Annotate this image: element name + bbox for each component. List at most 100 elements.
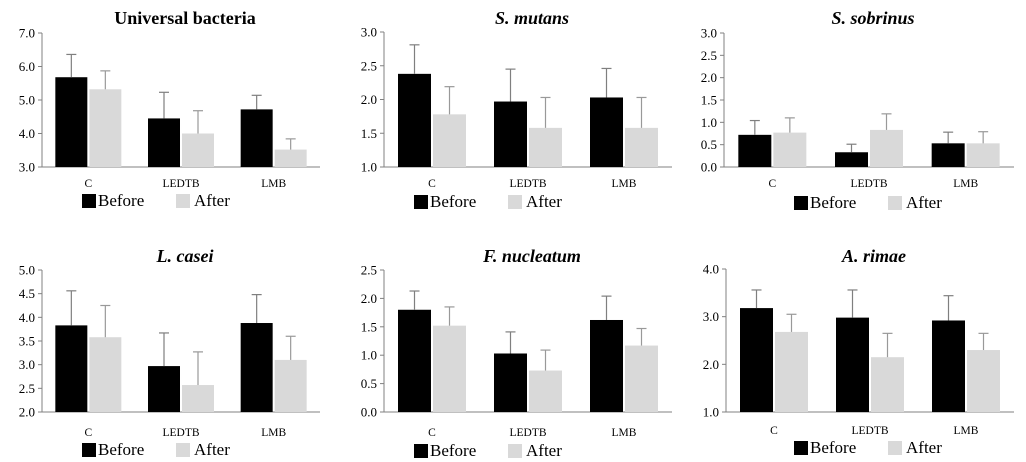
y-tick-label: 2.0 [701, 70, 717, 85]
y-tick-label: 1.5 [361, 126, 377, 141]
bar-before-ledtb [148, 366, 180, 412]
bar-after-ledtb [529, 370, 562, 412]
y-tick-label: 1.0 [361, 160, 377, 175]
bar-before-c [55, 325, 88, 412]
legend: Before After [794, 438, 942, 457]
bar-before-lmb [240, 109, 273, 167]
bar-after-ledtb [529, 127, 562, 167]
bar-before-lmb [240, 323, 273, 412]
legend: Before After [414, 441, 562, 460]
legend-swatch-after [508, 195, 522, 209]
x-tick-label: LEDTB [850, 178, 887, 190]
y-tick-label: 2.0 [703, 357, 719, 372]
x-tick-label: LMB [261, 178, 286, 190]
y-tick-label: 2.5 [701, 48, 717, 63]
bar-after-lmb [625, 127, 658, 167]
legend-label-after: After [526, 441, 562, 460]
x-tick-label: LEDTB [162, 178, 199, 190]
x-tick-label: C [770, 425, 778, 437]
bar-after-lmb [274, 359, 307, 412]
legend-label-before: Before [430, 441, 476, 460]
bar-before-lmb [590, 97, 623, 167]
bar-after-ledtb [870, 129, 903, 167]
bar-after-c [775, 331, 808, 412]
y-tick-label: 6.0 [19, 59, 35, 74]
legend-swatch-after [888, 441, 902, 455]
chart-f-nucleatum: F. nucleatum 0.0 0.5 1.0 1.5 2.0 2.5 C LEDTB LMB B… [361, 246, 672, 460]
x-tick-label: LMB [261, 427, 286, 439]
x-tick-label: LEDTB [162, 427, 199, 439]
legend: Before After [794, 193, 942, 212]
chart-universal-bacteria: Universal bacteria 3.0 4.0 5.0 6.0 7.0 C LEDTB L… [19, 8, 320, 210]
legend-label-before: Before [98, 440, 144, 459]
legend: Before After [82, 191, 230, 210]
bar-before-c [55, 77, 88, 167]
bar-after-lmb [967, 350, 1000, 412]
legend-label-after: After [906, 193, 942, 212]
y-tick-label: 5.0 [19, 263, 35, 278]
chart-title: S. sobrinus [831, 8, 914, 28]
legend-swatch-before [794, 196, 808, 210]
y-tick-label: 1.0 [703, 405, 719, 420]
bar-after-c [433, 325, 466, 412]
y-tick-label: 3.0 [701, 26, 717, 41]
legend-label-before: Before [98, 191, 144, 210]
y-tick-label: 0.5 [361, 376, 377, 391]
bar-before-ledtb [494, 353, 527, 412]
x-tick-label: LMB [953, 178, 978, 190]
x-tick-label: C [84, 427, 92, 439]
legend-swatch-before [82, 194, 96, 208]
bar-before-c [398, 309, 431, 412]
y-tick-label: 3.0 [361, 25, 377, 40]
bar-after-c [89, 337, 122, 412]
bar-after-lmb [274, 149, 307, 167]
x-tick-label: C [428, 178, 436, 190]
x-tick-label: C [768, 178, 776, 190]
chart-s-mutans: S. mutans 1.0 1.5 2.0 2.5 3.0 C LEDTB LMB Before A… [361, 8, 672, 211]
legend-swatch-before [82, 443, 96, 457]
y-tick-label: 2.0 [361, 92, 377, 107]
y-tick-label: 0.0 [701, 160, 717, 175]
bar-before-lmb [590, 319, 623, 412]
x-tick-label: C [84, 178, 92, 190]
legend-swatch-after [176, 443, 190, 457]
x-tick-label: C [428, 427, 436, 439]
y-tick-label: 5.0 [19, 93, 35, 108]
y-tick-label: 1.5 [701, 93, 717, 108]
bar-after-c [433, 114, 466, 167]
legend-label-after: After [194, 191, 230, 210]
y-tick-label: 4.0 [19, 126, 35, 141]
y-tick-label: 2.5 [19, 381, 35, 396]
x-tick-label: LEDTB [509, 178, 546, 190]
chart-title: L. casei [156, 246, 214, 266]
legend-swatch-after [176, 194, 190, 208]
chart-title: Universal bacteria [114, 8, 255, 28]
bar-before-lmb [932, 320, 965, 412]
x-tick-label: LEDTB [509, 427, 546, 439]
y-tick-label: 1.0 [361, 348, 377, 363]
y-tick-label: 2.5 [361, 58, 377, 73]
legend-swatch-before [794, 441, 808, 455]
legend-label-before: Before [430, 192, 476, 211]
y-tick-label: 2.5 [361, 263, 377, 278]
chart-title: A. rimae [841, 246, 906, 266]
y-tick-label: 1.5 [361, 319, 377, 334]
legend-label-before: Before [810, 193, 856, 212]
y-tick-label: 3.0 [703, 309, 719, 324]
bar-after-ledtb [182, 133, 214, 167]
legend-swatch-after [508, 444, 522, 458]
y-tick-label: 2.0 [19, 405, 35, 420]
legend-label-before: Before [810, 438, 856, 457]
bar-after-ledtb [182, 385, 214, 412]
chart-title: S. mutans [495, 8, 569, 28]
chart-s-sobrinus: S. sobrinus 0.0 0.5 1.0 1.5 2.0 2.5 3.0 C LEDTB LM… [701, 8, 1014, 212]
x-tick-label: LMB [612, 427, 637, 439]
bar-before-c [740, 308, 773, 412]
y-tick-label: 0.5 [701, 137, 717, 152]
bar-after-c [89, 89, 122, 167]
legend: Before After [82, 440, 230, 459]
legend-swatch-before [414, 195, 428, 209]
bar-before-c [738, 134, 772, 167]
legend-swatch-before [414, 444, 428, 458]
